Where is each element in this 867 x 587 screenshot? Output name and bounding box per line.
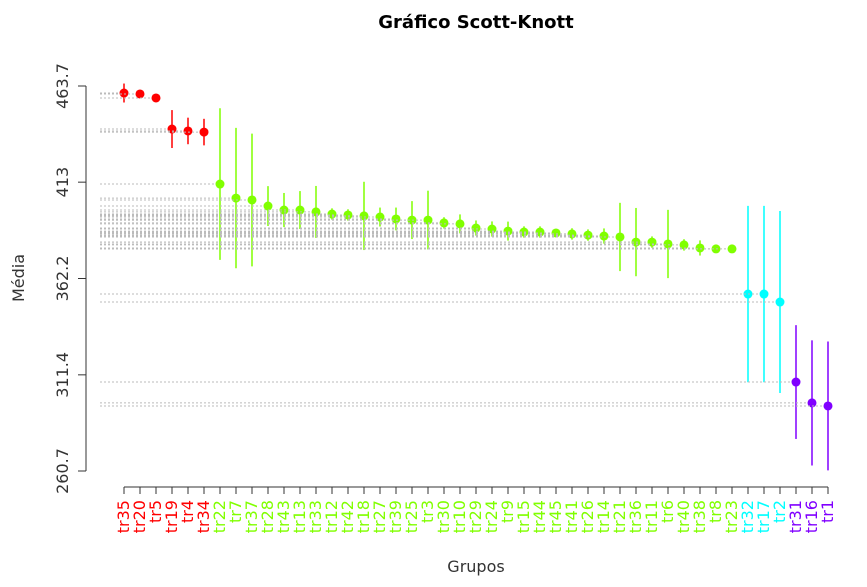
x-tick-label: tr4 bbox=[178, 500, 197, 523]
x-tick-label: tr8 bbox=[706, 500, 725, 523]
x-tick-label: tr25 bbox=[402, 500, 421, 533]
x-tick-label: tr22 bbox=[210, 500, 229, 533]
x-tick-label: tr10 bbox=[450, 500, 469, 533]
x-tick-label: tr37 bbox=[242, 500, 261, 533]
x-tick-label: tr43 bbox=[274, 500, 293, 533]
x-tick-label: tr38 bbox=[690, 500, 709, 533]
point bbox=[455, 219, 465, 229]
point bbox=[599, 231, 609, 241]
x-tick-label: tr5 bbox=[146, 500, 165, 523]
point bbox=[823, 401, 833, 411]
x-tick-label: tr32 bbox=[738, 500, 757, 533]
point bbox=[471, 223, 481, 233]
x-tick-label: tr24 bbox=[482, 500, 501, 533]
x-tick-label: tr17 bbox=[754, 500, 773, 533]
y-tick-label: 413 bbox=[53, 167, 72, 198]
point bbox=[727, 244, 737, 254]
x-tick-label: tr19 bbox=[162, 500, 181, 533]
x-tick-label: tr16 bbox=[802, 500, 821, 533]
point bbox=[119, 88, 129, 98]
y-tick-label: 362.2 bbox=[53, 256, 72, 302]
x-tick-label: tr15 bbox=[514, 500, 533, 533]
y-tick-label: 311.4 bbox=[53, 352, 72, 398]
point bbox=[391, 214, 401, 224]
point bbox=[423, 215, 433, 225]
x-tick-label: tr1 bbox=[818, 500, 837, 523]
x-tick-label: tr39 bbox=[386, 500, 405, 533]
x-tick-label: tr30 bbox=[434, 500, 453, 533]
x-tick-label: tr3 bbox=[418, 500, 437, 523]
point bbox=[231, 193, 241, 203]
point bbox=[359, 211, 369, 221]
point bbox=[663, 239, 673, 249]
point bbox=[295, 205, 305, 215]
x-tick-label: tr12 bbox=[322, 500, 341, 533]
x-tick-label: tr27 bbox=[370, 500, 389, 533]
point bbox=[695, 243, 705, 253]
x-tick-label: tr14 bbox=[594, 500, 613, 533]
point bbox=[247, 195, 257, 205]
point bbox=[583, 230, 593, 240]
x-tick-label: tr34 bbox=[194, 500, 213, 533]
point bbox=[183, 126, 193, 136]
y-tick-label: 463.7 bbox=[53, 63, 72, 109]
point bbox=[775, 297, 785, 307]
x-tick-label: tr28 bbox=[258, 500, 277, 533]
point bbox=[615, 232, 625, 242]
point bbox=[343, 210, 353, 220]
point bbox=[791, 377, 801, 387]
point bbox=[263, 201, 273, 211]
point bbox=[759, 289, 769, 299]
x-tick-label: tr2 bbox=[770, 500, 789, 523]
point bbox=[807, 398, 817, 408]
x-tick-label: tr20 bbox=[130, 500, 149, 533]
x-tick-label: tr40 bbox=[674, 500, 693, 533]
point bbox=[439, 218, 449, 228]
point bbox=[151, 93, 161, 103]
chart-title: Gráfico Scott-Knott bbox=[378, 12, 574, 33]
x-tick-label: tr42 bbox=[338, 500, 357, 533]
x-tick-label: tr45 bbox=[546, 500, 565, 533]
x-tick-label: tr29 bbox=[466, 500, 485, 533]
point bbox=[215, 179, 225, 189]
x-tick-label: tr36 bbox=[626, 500, 645, 533]
point bbox=[679, 240, 689, 250]
x-tick-label: tr13 bbox=[290, 500, 309, 533]
x-tick-label: tr41 bbox=[562, 500, 581, 533]
x-tick-label: tr23 bbox=[722, 500, 741, 533]
x-tick-label: tr21 bbox=[610, 500, 629, 533]
x-tick-label: tr9 bbox=[498, 500, 517, 523]
x-tick-label: tr18 bbox=[354, 500, 373, 533]
point bbox=[199, 127, 209, 137]
y-axis-label: Média bbox=[9, 254, 28, 302]
x-tick-label: tr31 bbox=[786, 500, 805, 533]
x-tick-label: tr35 bbox=[114, 500, 133, 533]
x-tick-label: tr44 bbox=[530, 500, 549, 533]
point bbox=[135, 89, 145, 99]
x-axis-label: Grupos bbox=[447, 557, 504, 576]
x-tick-label: tr7 bbox=[226, 500, 245, 523]
x-tick-label: tr26 bbox=[578, 500, 597, 533]
x-tick-label: tr6 bbox=[658, 500, 677, 523]
x-tick-label: tr33 bbox=[306, 500, 325, 533]
y-tick-label: 260.7 bbox=[53, 448, 72, 494]
x-tick-label: tr11 bbox=[642, 500, 661, 533]
